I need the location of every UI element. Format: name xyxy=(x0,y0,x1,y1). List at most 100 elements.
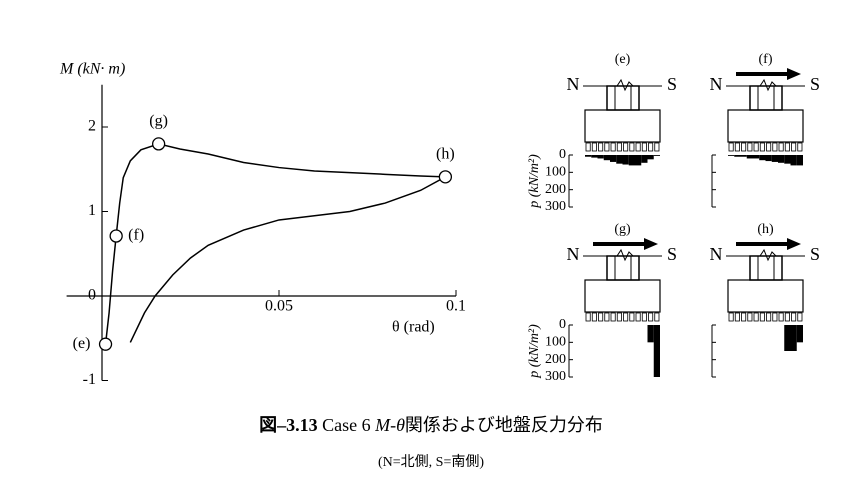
soil-cell xyxy=(734,312,740,322)
panel-title: (e) xyxy=(615,52,631,67)
beam xyxy=(726,78,805,92)
soil-cell xyxy=(797,142,803,152)
pressure-bar xyxy=(759,155,766,161)
soil-cell xyxy=(784,142,790,152)
x-tick-label: 0.05 xyxy=(265,298,293,315)
pressure-bar xyxy=(622,155,629,165)
pressure-bar xyxy=(635,155,642,166)
soil-cell xyxy=(741,142,747,152)
pressure-bar xyxy=(746,155,753,159)
curve xyxy=(104,143,449,345)
soil-cell xyxy=(635,142,641,152)
soil-cell xyxy=(778,312,784,322)
soil-cell xyxy=(623,312,629,322)
footing xyxy=(584,109,661,143)
soil-cell xyxy=(766,142,772,152)
pressure-bar xyxy=(628,155,635,166)
pressure-bar xyxy=(591,155,598,158)
y-tick-label: -1 xyxy=(83,371,96,388)
p-axis-label: p (kN/m²) xyxy=(527,324,542,379)
point-marker xyxy=(109,229,123,243)
point-marker xyxy=(438,170,453,184)
soil-cell xyxy=(641,312,647,322)
soil-cell xyxy=(610,312,616,322)
footing xyxy=(584,279,661,313)
south-label: S xyxy=(810,244,820,264)
pressure-bar xyxy=(790,325,797,351)
soil-cell xyxy=(728,312,734,322)
x-tick-label: 0.1 xyxy=(446,298,466,315)
soil-cell xyxy=(585,142,591,152)
soil-cell xyxy=(791,312,797,322)
soil-cell xyxy=(772,142,778,152)
soil-cell xyxy=(759,312,765,322)
point-label: (g) xyxy=(149,113,168,130)
pressure-bar xyxy=(753,155,760,159)
panel-title: (f) xyxy=(759,52,773,67)
pressure-bar xyxy=(653,325,660,377)
soil-cell xyxy=(629,312,635,322)
p-tick-label: 100 xyxy=(545,335,566,350)
soil-cell xyxy=(629,142,635,152)
point-label: (e) xyxy=(73,335,91,352)
soil-cell xyxy=(604,142,610,152)
south-label: S xyxy=(810,74,820,94)
soil-cell xyxy=(585,312,591,322)
south-label: S xyxy=(667,244,677,264)
soil-cell xyxy=(616,312,622,322)
north-label: N xyxy=(710,74,723,94)
soil-cell xyxy=(759,142,765,152)
caption-number: 図–3.13 xyxy=(259,415,318,435)
footing xyxy=(727,279,804,313)
panel-title: (g) xyxy=(614,222,631,237)
soil-cell xyxy=(654,142,660,152)
pressure-bar xyxy=(765,155,772,162)
pressure-bar xyxy=(771,155,778,162)
soil-cell xyxy=(784,312,790,322)
pressure-bar xyxy=(653,155,660,156)
pressure-bar xyxy=(610,155,617,162)
soil-cell xyxy=(747,312,753,322)
pressure-bar xyxy=(641,155,648,163)
south-label: S xyxy=(667,74,677,94)
soil-cell xyxy=(747,142,753,152)
soil-cell xyxy=(591,142,597,152)
caption-note: (N=北側, S=南側) xyxy=(378,454,484,470)
soil-cell xyxy=(654,312,660,322)
point-label: (h) xyxy=(436,146,455,163)
pressure-bar xyxy=(796,325,803,343)
soil-cell xyxy=(648,142,654,152)
soil-cell xyxy=(772,312,778,322)
pressure-bar xyxy=(778,155,785,163)
panel-title: (h) xyxy=(757,222,774,237)
caption-mtheta: M-θ xyxy=(374,415,405,435)
pressure-bar xyxy=(784,325,791,351)
pressure-bar xyxy=(585,155,592,157)
soil-cell xyxy=(753,312,759,322)
pressure-bar xyxy=(784,155,791,164)
p-tick-label: 200 xyxy=(545,182,566,197)
soil-cell xyxy=(778,142,784,152)
caption-rest: 関係および地盤反力分布 xyxy=(405,415,603,435)
pressure-bar xyxy=(647,155,654,160)
soil-cell xyxy=(610,142,616,152)
column xyxy=(749,85,783,111)
caption-case: Case 6 xyxy=(322,415,371,435)
soil-cell xyxy=(766,312,772,322)
soil-cell xyxy=(635,312,641,322)
x-axis-label: θ (rad) xyxy=(392,319,435,336)
beam xyxy=(583,78,662,92)
soil-cell xyxy=(741,312,747,322)
load-arrow-head xyxy=(787,238,801,250)
y-tick-label: 2 xyxy=(88,118,96,135)
footing xyxy=(727,109,804,143)
pressure-bar xyxy=(603,155,610,161)
pressure-bar xyxy=(740,155,747,157)
north-label: N xyxy=(710,244,723,264)
point-marker xyxy=(151,137,166,151)
p-tick-label: 100 xyxy=(545,165,566,180)
p-tick-label: 0 xyxy=(559,317,566,332)
column xyxy=(606,255,640,281)
soil-cell xyxy=(598,312,604,322)
column xyxy=(749,255,783,281)
